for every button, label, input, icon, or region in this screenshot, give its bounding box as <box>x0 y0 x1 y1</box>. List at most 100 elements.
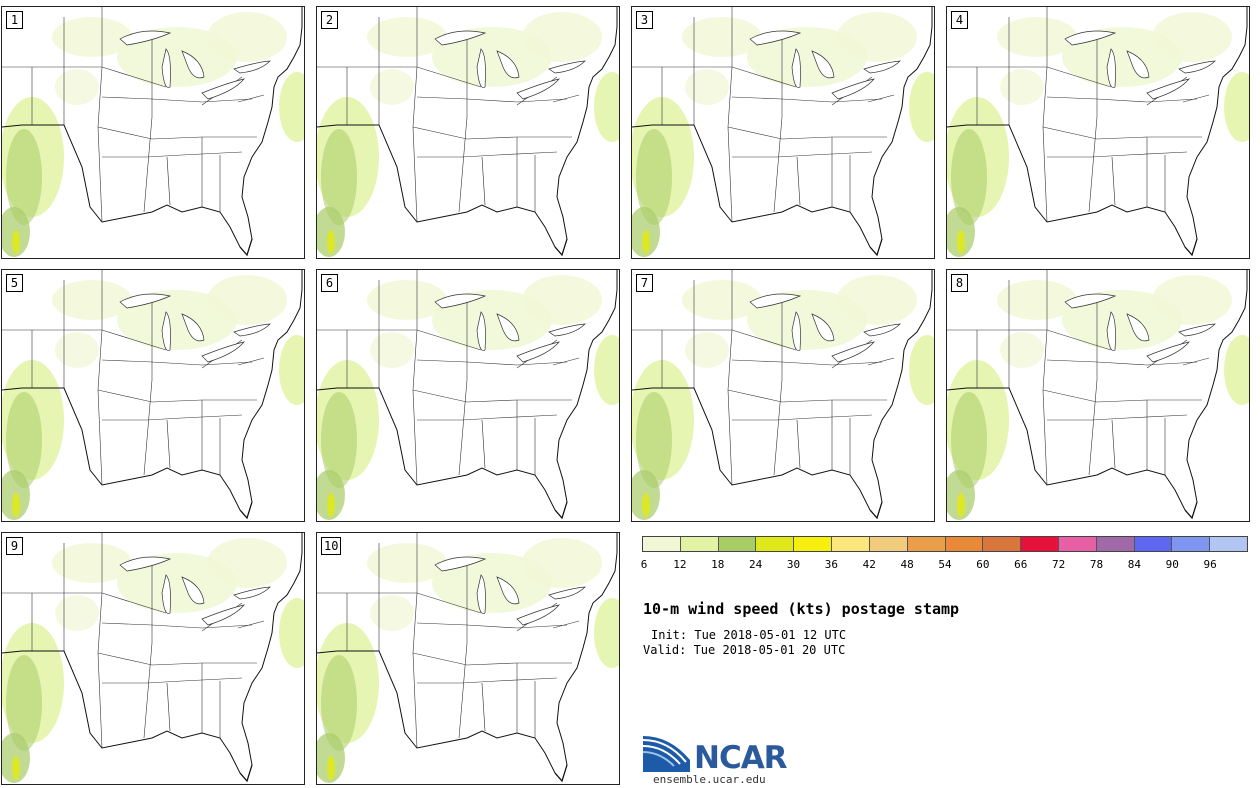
wind-shading <box>909 72 934 142</box>
colorbar-tick-label: 84 <box>1127 558 1141 571</box>
wind-shading <box>957 230 965 254</box>
colorbar-tick-label: 72 <box>1052 558 1066 571</box>
member-number: 1 <box>6 11 23 29</box>
wind-shading <box>642 493 650 517</box>
great-lake <box>548 586 586 600</box>
florida-coast <box>239 764 253 783</box>
wind-speed-colorbar <box>642 536 1248 552</box>
state-border <box>166 156 171 206</box>
state-border <box>97 652 257 666</box>
member-number: 9 <box>6 537 23 555</box>
colorbar-tick-label: 96 <box>1203 558 1217 571</box>
colorbar-segment <box>869 537 908 551</box>
state-border <box>379 66 482 88</box>
state-border <box>773 295 783 476</box>
state-border <box>166 682 171 732</box>
colorbar-tick-label: 78 <box>1089 558 1104 571</box>
state-border <box>1047 151 1188 158</box>
member-panel-5: 5 <box>1 269 305 522</box>
state-border <box>694 66 797 88</box>
state-border <box>417 151 558 158</box>
great-lake <box>181 313 205 342</box>
wind-shading <box>1224 72 1249 142</box>
wind-map <box>2 7 304 258</box>
wind-map <box>632 7 934 258</box>
colorbar-segment <box>1134 537 1173 551</box>
great-lake <box>119 30 172 46</box>
wind-shading <box>12 493 20 517</box>
wind-map <box>2 533 304 784</box>
great-lake <box>233 323 271 337</box>
wind-shading <box>321 392 357 488</box>
wind-shading <box>1000 332 1044 368</box>
state-border <box>481 682 486 732</box>
wind-shading <box>279 335 304 405</box>
wind-shading <box>642 230 650 254</box>
wind-shading <box>951 392 987 488</box>
wind-shading <box>1062 290 1182 350</box>
wind-shading <box>12 756 20 780</box>
colorbar-tick-label: 12 <box>673 558 687 571</box>
wind-shading <box>522 12 602 62</box>
wind-shading <box>279 72 304 142</box>
state-border <box>416 622 568 629</box>
state-border <box>412 270 418 486</box>
wind-shading <box>1152 12 1232 62</box>
state-border <box>237 94 265 103</box>
state-border <box>64 329 167 351</box>
great-lake <box>811 313 835 342</box>
state-border <box>416 359 568 366</box>
state-border <box>1182 357 1210 366</box>
wind-shading <box>909 335 934 405</box>
great-lake <box>201 78 245 100</box>
state-border <box>1009 329 1112 351</box>
wind-shading <box>432 553 552 613</box>
member-panel-4: 4 <box>946 6 1250 259</box>
valid-time: Valid: Tue 2018-05-01 20 UTC <box>643 643 846 657</box>
great-lake <box>161 48 171 88</box>
great-lake <box>476 48 486 88</box>
wind-shading <box>6 655 42 751</box>
florida-coast <box>869 501 883 520</box>
wind-shading <box>55 595 99 631</box>
colorbar-tick-label: 36 <box>824 558 838 571</box>
wind-shading <box>837 275 917 325</box>
logo-text: NCAR <box>694 740 788 776</box>
great-lake <box>161 574 171 614</box>
state-border <box>101 622 253 629</box>
wind-shading <box>685 69 729 105</box>
state-border <box>727 126 887 140</box>
florida-coast <box>554 501 568 520</box>
wind-shading <box>1000 69 1044 105</box>
wind-shading <box>957 493 965 517</box>
state-border <box>731 359 883 366</box>
state-border <box>97 389 257 403</box>
state-border <box>727 7 733 223</box>
wind-shading <box>837 12 917 62</box>
colorbar-segment <box>794 537 833 551</box>
colorbar-segment <box>1172 537 1211 551</box>
great-lake <box>516 341 560 363</box>
wind-shading <box>370 595 414 631</box>
wind-shading <box>747 27 867 87</box>
state-border <box>102 677 243 684</box>
great-lake <box>1146 341 1190 363</box>
state-border <box>481 419 486 469</box>
colorbar-segment <box>983 537 1022 551</box>
state-border <box>1042 270 1048 486</box>
wind-map <box>317 270 619 521</box>
wind-map <box>317 533 619 784</box>
wind-shading <box>52 280 132 320</box>
state-border <box>727 389 887 403</box>
wind-shading <box>52 17 132 57</box>
state-border <box>64 66 167 88</box>
ensemble-url: ensemble.ucar.edu <box>653 773 766 786</box>
great-lake <box>434 556 487 572</box>
state-border <box>796 419 801 469</box>
wind-shading <box>6 129 42 225</box>
state-border <box>143 295 153 476</box>
florida-coast <box>239 238 253 257</box>
wind-shading <box>594 598 619 668</box>
state-border <box>412 389 572 403</box>
great-lake <box>749 293 802 309</box>
